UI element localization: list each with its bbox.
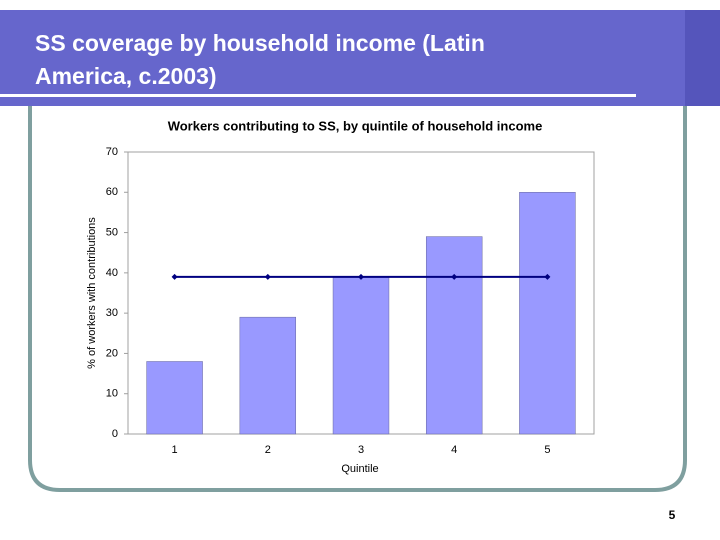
- page-number: 5: [669, 508, 676, 522]
- bar: [332, 276, 390, 435]
- x-tick-label: 3: [358, 444, 364, 456]
- x-tick-label: 4: [451, 444, 457, 456]
- x-tick-label: 1: [172, 444, 178, 456]
- x-tick-label: 2: [265, 444, 271, 456]
- x-tick-label: 5: [544, 444, 550, 456]
- line-marker: [544, 273, 551, 280]
- slide-frame: [28, 106, 687, 492]
- bar: [239, 316, 297, 435]
- y-tick-label: 30: [106, 307, 118, 319]
- x-axis-title: Quintile: [341, 463, 378, 475]
- title-banner: [0, 10, 720, 106]
- y-tick-label: 40: [106, 267, 118, 279]
- line-marker: [171, 273, 178, 280]
- bar: [425, 236, 483, 435]
- line-marker: [264, 273, 271, 280]
- line-marker: [451, 273, 458, 280]
- slide-title: SS coverage by household income (Latin: [35, 30, 485, 56]
- line-marker: [358, 273, 364, 280]
- y-axis-title: % of workers with contributions: [86, 217, 98, 369]
- slide-title: America, c.2003): [35, 63, 217, 89]
- banner-edge: [685, 10, 720, 106]
- y-tick-label: 70: [106, 146, 118, 158]
- y-tick-label: 60: [106, 186, 118, 198]
- bar: [519, 192, 576, 435]
- title-rule: [0, 94, 636, 97]
- y-tick-label: 50: [106, 226, 118, 238]
- y-tick-label: 0: [112, 428, 118, 440]
- y-tick-label: 20: [106, 347, 118, 359]
- bar: [146, 361, 203, 435]
- chart-title: Workers contributing to SS, by quintile …: [168, 118, 543, 133]
- y-tick-label: 10: [106, 388, 118, 400]
